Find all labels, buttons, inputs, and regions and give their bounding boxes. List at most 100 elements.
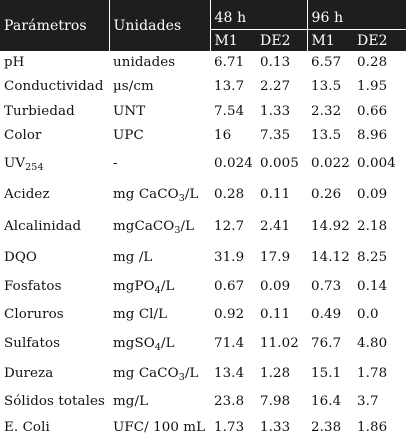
parameter-name: Sulfatos [4, 336, 61, 351]
cell-de2-48h: 11.02 [260, 336, 299, 351]
parameter-name: DQO [4, 249, 37, 265]
parameter-name: E. Coli [4, 419, 50, 435]
cell-de2-96h: 0.66 [357, 103, 388, 119]
table-header: Parámetros Unidades 48 h 96 h M1 DE2 M1 … [0, 0, 406, 51]
unit-text: UNT [113, 103, 146, 119]
unit-text: mg Cl/L [113, 307, 168, 322]
header-group-96h: 96 h [306, 0, 406, 30]
cell-m1-96h: 15.1 [311, 365, 342, 381]
cell-de2-48h: 0.11 [260, 307, 291, 322]
cell-de2-48h: 7.35 [260, 127, 291, 143]
cell-m1-96h: 2.32 [311, 103, 342, 119]
cell-m1-48h: 0.024 [214, 155, 253, 171]
parameter-name: Sólidos totales [4, 394, 105, 409]
table-row: Fosfatos mgPO4/L 0.67 0.09 0.73 0.14 [0, 272, 406, 300]
cell-de2-48h: 0.005 [260, 155, 299, 171]
cell-parameter: Sólidos totales [0, 388, 109, 415]
parameter-name: Cloruros [4, 307, 64, 322]
cell-de2-48h: 0.09 [260, 278, 291, 294]
cell-m1-48h: 0.67 [214, 278, 245, 294]
cell-m1-48h: 0.92 [214, 307, 245, 322]
unit-subscript: 3 [174, 224, 181, 236]
cell-parameter: E. Coli [0, 415, 109, 439]
parameter-name: Acidez [4, 187, 50, 202]
cell-m1-96h: 0.022 [311, 155, 350, 171]
cell-de2-96h: 1.95 [357, 79, 388, 94]
header-de2-48h: DE2 [256, 29, 307, 51]
unit-text: mg CaCO [113, 187, 179, 202]
cell-parameter: UV254 [0, 147, 109, 179]
cell-unit: mg/L [109, 388, 210, 415]
table-row: Dureza mg CaCO3/L 13.4 1.28 15.1 1.78 [0, 358, 406, 388]
table-row: Turbiedad UNT 7.54 1.33 2.32 0.66 [0, 99, 406, 123]
table-row: Alcalinidad mgCaCO3/L 12.7 2.41 14.92 2.18 [0, 210, 406, 242]
unit-text: mg/L [113, 394, 149, 409]
unit-suffix: /L [160, 336, 175, 351]
cell-parameter: Turbiedad [0, 99, 109, 123]
cell-de2-96h: 0.004 [357, 155, 396, 171]
cell-unit: UFC/ 100 mL [109, 415, 210, 439]
table-row: Sulfatos mgSO4/L 71.4 11.02 76.7 4.80 [0, 329, 406, 358]
cell-parameter: DQO [0, 242, 109, 272]
cell-unit: mg CaCO3/L [109, 358, 210, 388]
cell-unit: unidades [109, 51, 210, 74]
header-units: Unidades [108, 0, 210, 51]
cell-unit: - [109, 147, 210, 179]
unit-subscript: 4 [154, 342, 161, 353]
cell-m1-96h: 6.57 [311, 55, 342, 70]
cell-parameter: Acidez [0, 179, 109, 210]
header-group-48h: 48 h [209, 0, 307, 30]
parameter-name: Turbiedad [4, 103, 75, 119]
header-parameters: Parámetros [0, 0, 109, 51]
header-m1-96h: M1 [306, 29, 353, 51]
unit-text: µs/cm [113, 79, 154, 94]
cell-m1-48h: 0.28 [214, 187, 245, 202]
cell-parameter: Conductividad [0, 74, 109, 99]
unit-suffix: /L [160, 278, 175, 294]
cell-parameter: Alcalinidad [0, 210, 109, 242]
table-row: DQO mg /L 31.9 17.9 14.12 8.25 [0, 242, 406, 272]
unit-text: mg CaCO [113, 365, 179, 381]
parameter-name: pH [4, 55, 25, 70]
cell-de2-96h: 0.0 [357, 307, 379, 322]
header-de2-96h: DE2 [353, 29, 406, 51]
cell-m1-48h: 71.4 [214, 336, 245, 351]
cell-m1-96h: 13.5 [311, 79, 342, 94]
unit-subscript: 3 [178, 371, 185, 383]
table-row: Acidez mg CaCO3/L 0.28 0.11 0.26 0.09 [0, 179, 406, 210]
cell-de2-48h: 0.13 [260, 55, 291, 70]
cell-parameter: pH [0, 51, 109, 74]
cell-unit: mgSO4/L [109, 329, 210, 358]
cell-de2-96h: 0.14 [357, 278, 388, 294]
parameter-name: UV [4, 155, 26, 171]
cell-m1-96h: 0.26 [311, 187, 342, 202]
cell-unit: mg /L [109, 242, 210, 272]
unit-text: unidades [113, 55, 176, 70]
cell-unit: UNT [109, 99, 210, 123]
cell-m1-96h: 14.92 [311, 218, 350, 234]
cell-de2-96h: 4.80 [357, 336, 388, 351]
cell-unit: UPC [109, 123, 210, 147]
cell-m1-48h: 23.8 [214, 394, 245, 409]
table-row: Color UPC 16 7.35 13.5 8.96 [0, 123, 406, 147]
cell-de2-48h: 17.9 [260, 249, 291, 265]
parameter-subscript: 254 [25, 161, 44, 173]
cell-de2-96h: 8.25 [357, 249, 388, 265]
parameter-name: Fosfatos [4, 278, 62, 294]
cell-m1-96h: 14.12 [311, 249, 350, 265]
unit-text: UFC/ 100 mL [113, 419, 206, 435]
cell-m1-96h: 2.38 [311, 419, 342, 435]
unit-text: mgPO [113, 278, 155, 294]
header-m1-48h: M1 [209, 29, 256, 51]
cell-unit: mg CaCO3/L [109, 179, 210, 210]
table-row: Sólidos totales mg/L 23.8 7.98 16.4 3.7 [0, 388, 406, 415]
unit-suffix: /L [180, 218, 195, 234]
cell-parameter: Sulfatos [0, 329, 109, 358]
cell-de2-96h: 2.18 [357, 218, 388, 234]
table-row: pH unidades 6.71 0.13 6.57 0.28 [0, 51, 406, 74]
cell-m1-48h: 13.4 [214, 365, 245, 381]
cell-de2-48h: 1.33 [260, 419, 291, 435]
unit-text: mgCaCO [113, 218, 175, 234]
table-row: Conductividad µs/cm 13.7 2.27 13.5 1.95 [0, 74, 406, 99]
